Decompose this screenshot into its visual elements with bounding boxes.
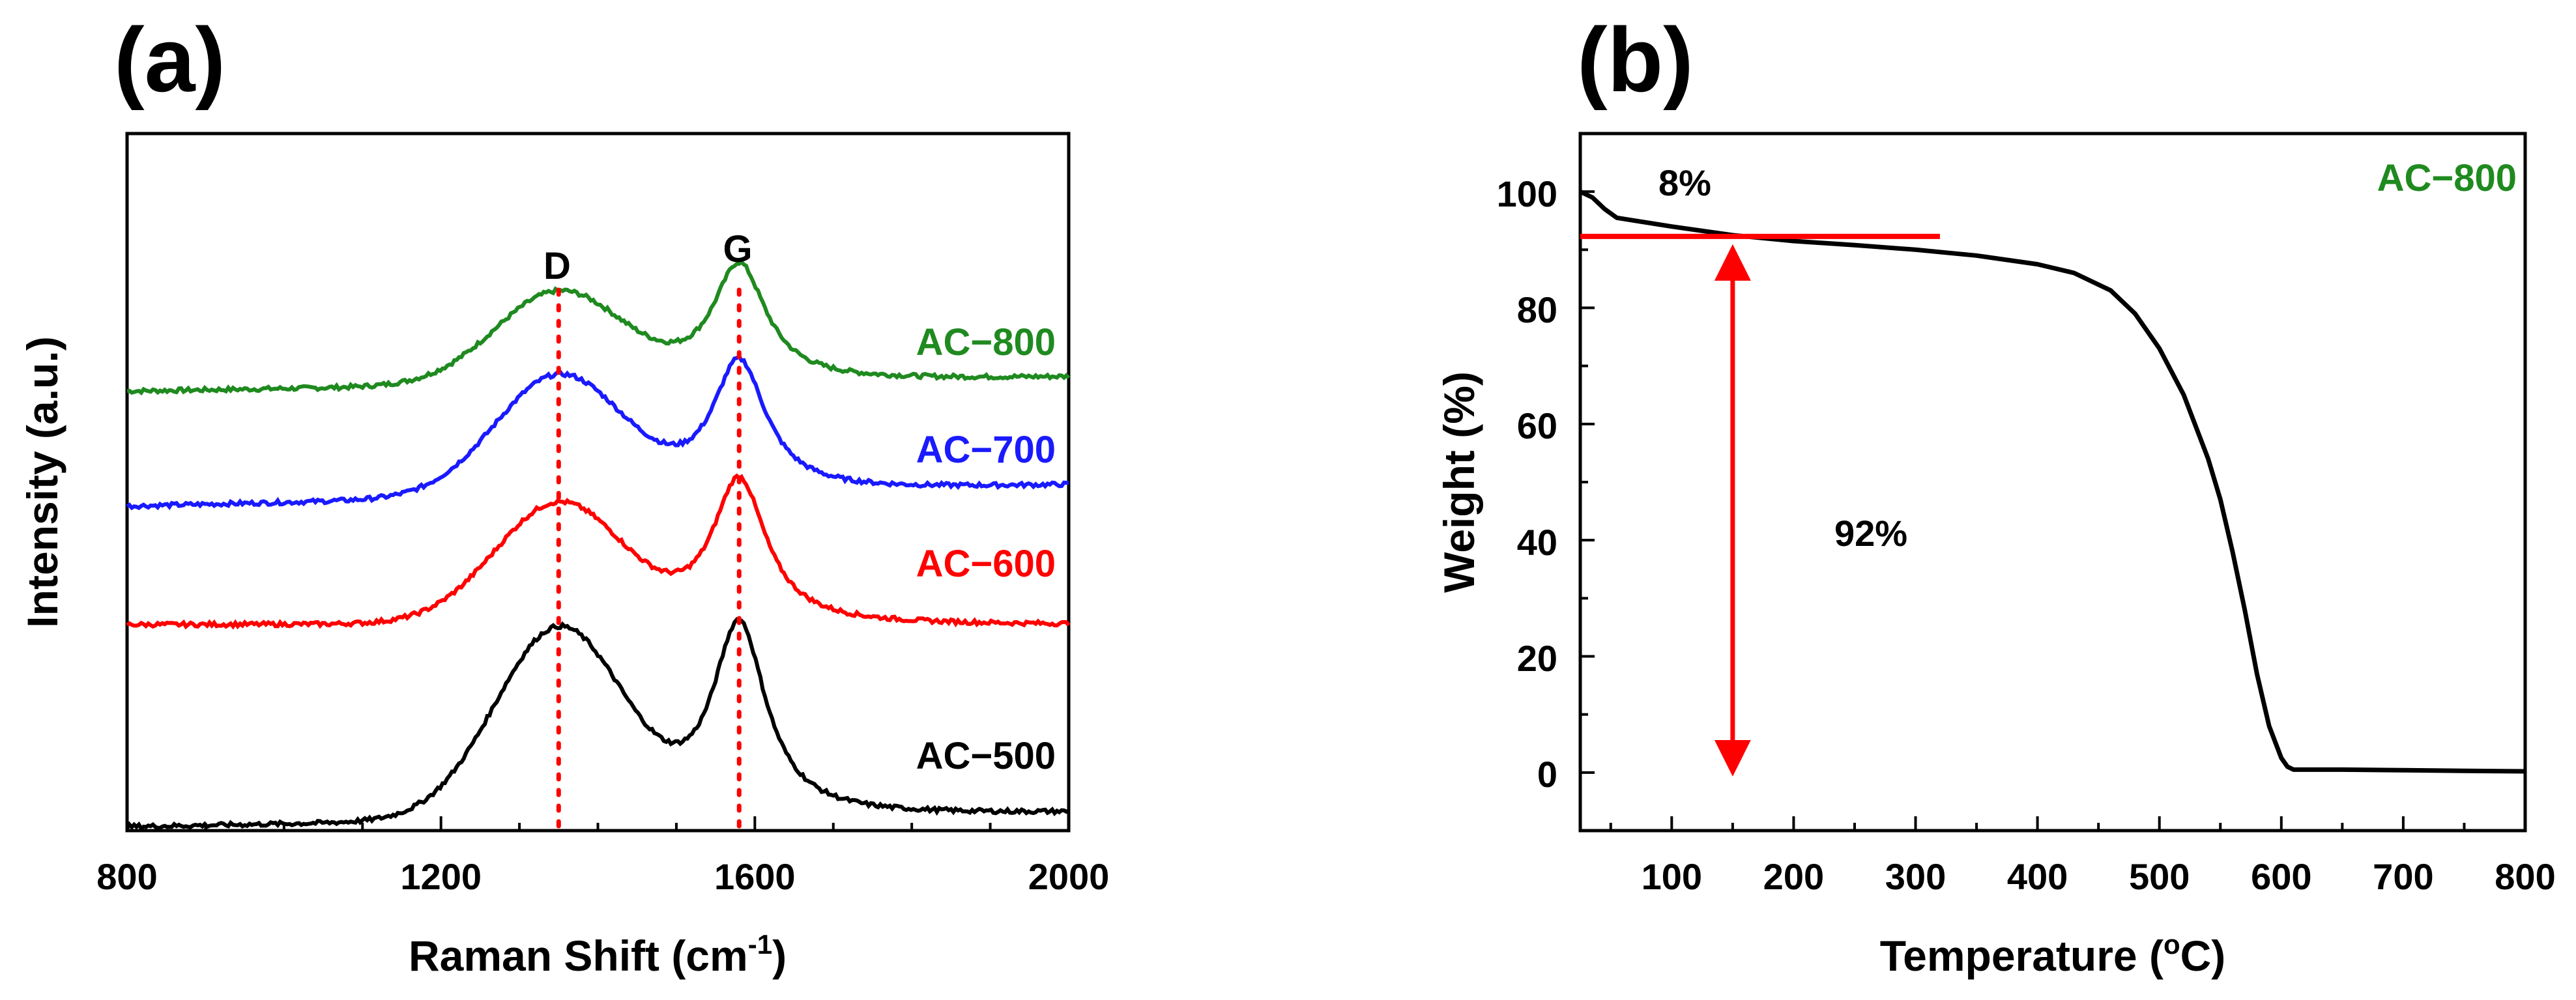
peak-label-g: G xyxy=(723,228,752,270)
panel-a-x-tick-label: 1200 xyxy=(400,856,482,897)
panel-b-y-tick-label: 40 xyxy=(1517,522,1557,563)
panel-a-label: (a) xyxy=(114,8,225,111)
panel-a-plot-area xyxy=(125,259,1071,831)
panel-b-y-tick-label: 80 xyxy=(1517,289,1557,330)
panel-a-y-axis-label: Intensity (a.u.) xyxy=(18,336,66,627)
panel-b-x-tick-label: 600 xyxy=(2251,856,2311,897)
panel-b-label: (b) xyxy=(1577,8,1694,111)
panel-b-x-tick-label: 400 xyxy=(2007,856,2068,897)
panel-b-x-tick-label: 100 xyxy=(1642,856,1702,897)
panel-b-x-tick-label: 200 xyxy=(1763,856,1824,897)
panel-a: (a) 800 1200 1600 2000 Raman Shift (cm-1… xyxy=(18,8,1109,980)
annotation-mass-loss: 8% xyxy=(1658,162,1711,203)
annotation-residual: 92% xyxy=(1834,513,1907,554)
panel-b-x-tick-label: 500 xyxy=(2129,856,2190,897)
panel-b-x-tick-label: 300 xyxy=(1885,856,1946,897)
annotation-sample-name: AC−800 xyxy=(2377,157,2517,199)
panel-b-y-tick-label: 0 xyxy=(1537,754,1557,795)
panel-b-y-tick-label: 60 xyxy=(1517,405,1557,446)
series-line-ac-700 xyxy=(126,353,1069,511)
panel-a-x-axis-label: Raman Shift (cm-1) xyxy=(409,929,787,980)
series-label-ac-700: AC−700 xyxy=(916,429,1056,471)
panel-b-y-tick-label: 100 xyxy=(1497,173,1557,214)
panel-b-x-tick-label: 700 xyxy=(2373,856,2433,897)
panel-b-y-tick-label: 20 xyxy=(1517,638,1557,679)
tga-curve xyxy=(1579,190,2526,774)
panel-a-x-tick-label: 800 xyxy=(96,856,157,897)
panel-a-x-tick-label: 2000 xyxy=(1028,856,1110,897)
panel-b: (b) 100 80 60 40 20 0 100 200 300 400 50… xyxy=(1435,8,2556,980)
series-label-ac-500: AC−500 xyxy=(916,735,1056,777)
panel-a-x-tick-label: 1600 xyxy=(714,856,796,897)
panel-a-x-axis-ticks xyxy=(126,816,1070,831)
series-line-ac-500 xyxy=(125,617,1070,831)
series-label-ac-800: AC−800 xyxy=(916,321,1056,364)
panel-b-x-tick-label: 800 xyxy=(2495,856,2555,897)
panel-b-axis-ticks xyxy=(1580,132,2526,832)
panel-b-y-axis-label: Weight (%) xyxy=(1435,371,1483,593)
series-line-ac-600 xyxy=(126,473,1071,630)
peak-label-d: D xyxy=(543,245,571,287)
panel-b-x-axis-label: Temperature (oC) xyxy=(1880,929,2226,980)
series-label-ac-600: AC−600 xyxy=(916,543,1056,585)
panel-b-plot-area xyxy=(1579,190,2526,777)
series-line-ac-800 xyxy=(126,259,1071,395)
